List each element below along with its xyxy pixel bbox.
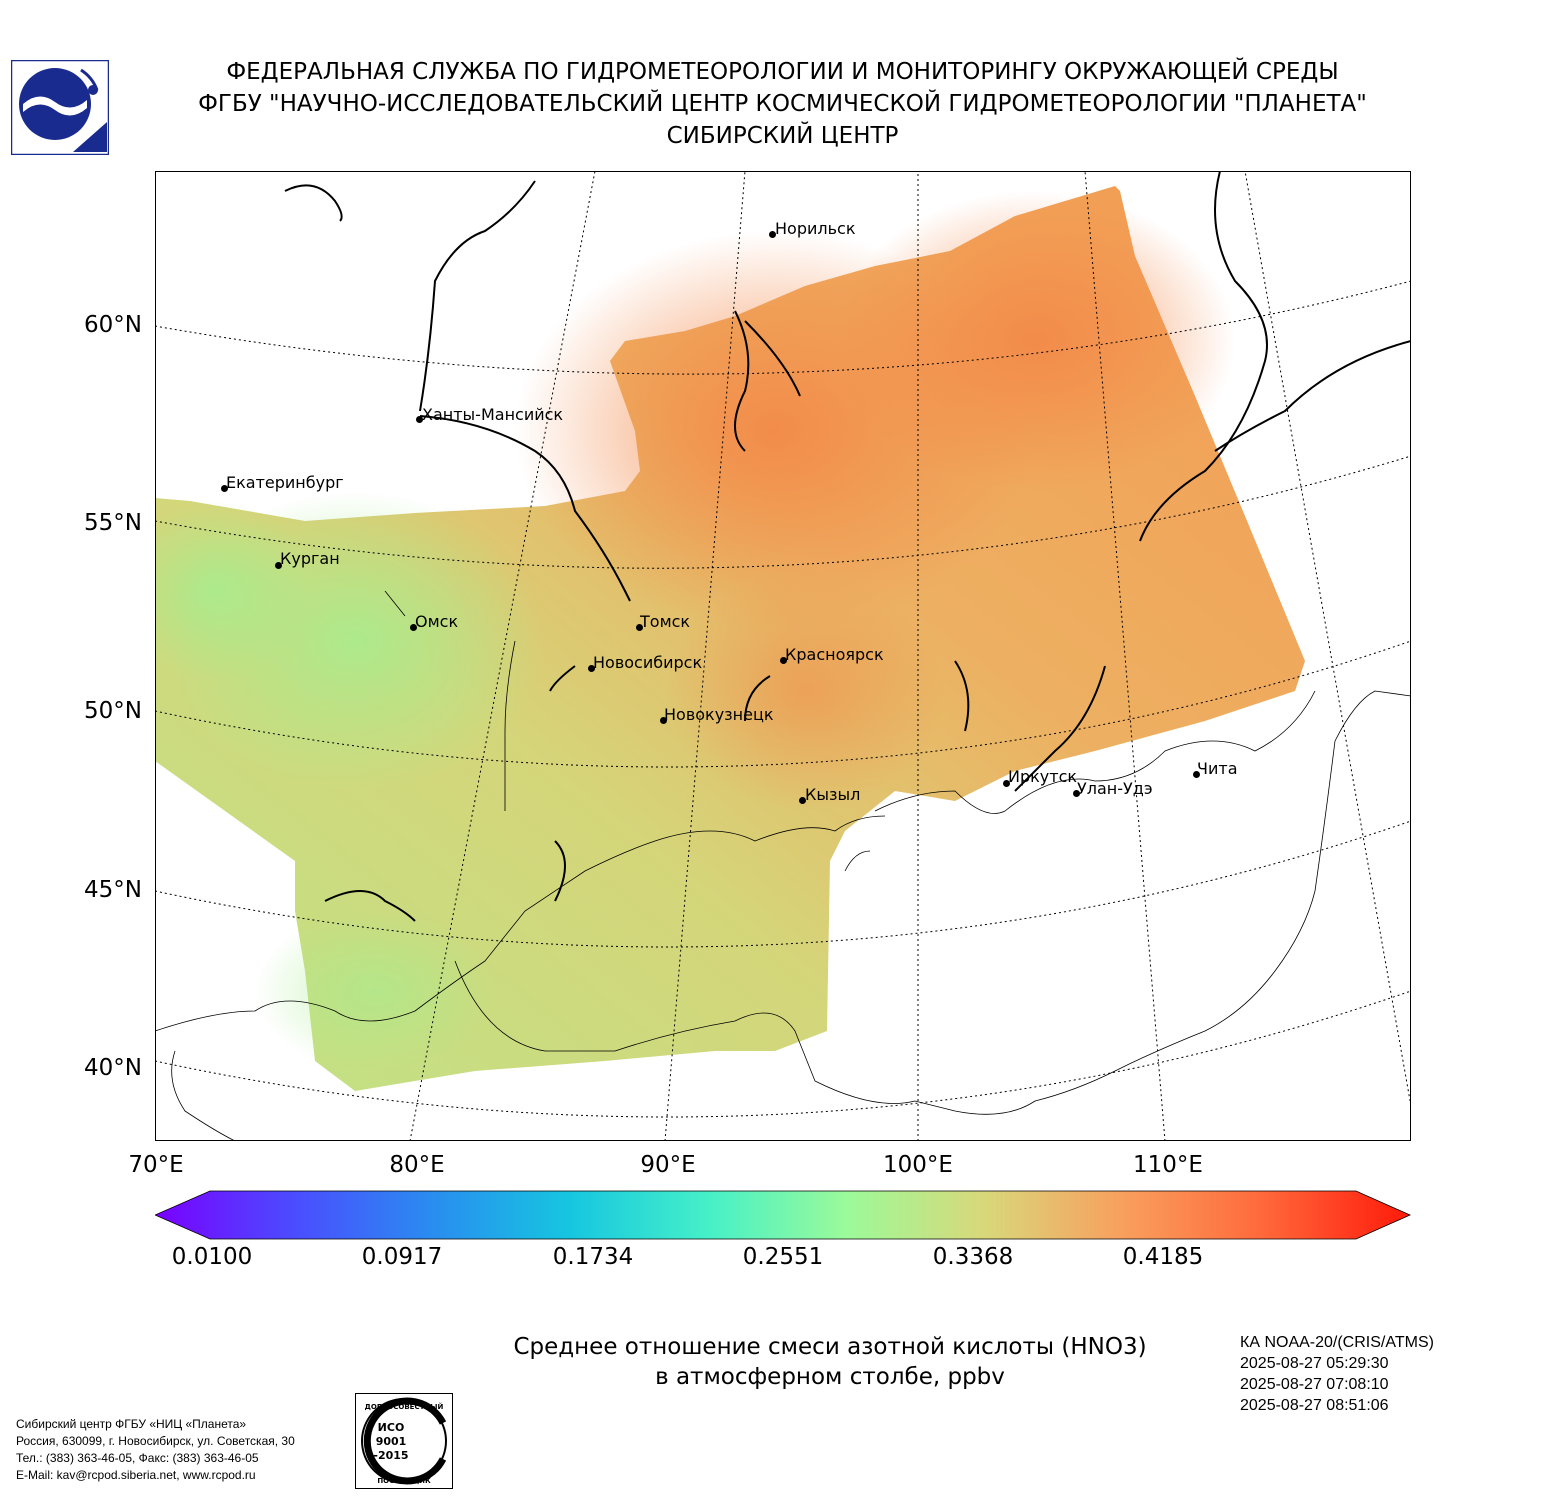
satellite-pass-1: 2025-08-27 05:29:30 [1240,1355,1389,1372]
lat-label-60: 60°N [84,312,142,338]
product-title: Среднее отношение смеси азотной кислоты … [330,1332,1330,1392]
lon-label-80: 80°E [389,1152,445,1178]
colorbar-tick-5: 0.4185 [1122,1244,1204,1270]
city-dot-omsk [410,624,417,631]
city-dot-yekaterinburg [221,485,228,492]
city-dot-tomsk [636,624,643,631]
lon-label-70: 70°E [128,1152,184,1178]
svg-text:ПОСТАВЩИК: ПОСТАВЩИК [377,1477,431,1485]
product-title-line-2: в атмосферном столбе, ppbv [655,1364,1005,1390]
satellite-name: КА NOAA-20/(CRIS/ATMS) [1240,1334,1434,1351]
colorbar-tick-2: 0.1734 [552,1244,634,1270]
city-dot-ulan-ude [1073,790,1080,797]
city-dot-chita [1193,771,1200,778]
city-label-yekaterinburg: Екатеринбург [226,473,344,492]
city-dot-novosibirsk [588,665,595,672]
satellite-info: КА NOAA-20/(CRIS/ATMS) 2025-08-27 05:29:… [1240,1332,1434,1416]
svg-text:-2015: -2015 [373,1449,408,1462]
contact-line-4: E-Mail: kav@rcpod.siberia.net, www.rcpod… [16,1468,256,1482]
map-frame [155,171,1411,1141]
satellite-pass-2: 2025-08-27 07:08:10 [1240,1376,1389,1393]
iso-badge: ДОБРОСОВЕСТНЫЙ ИСО 9001 -2015 ПОСТАВЩИК [355,1393,453,1489]
city-label-novosibirsk: Новосибирск [593,653,703,672]
lon-label-110: 110°E [1133,1152,1203,1178]
city-dot-kyzyl [799,797,806,804]
contact-info: Сибирский центр ФГБУ «НИЦ «Планета» Росс… [16,1416,295,1484]
colorbar [153,1190,1411,1240]
header-line-1: ФЕДЕРАЛЬНАЯ СЛУЖБА ПО ГИДРОМЕТЕОРОЛОГИИ … [226,59,1339,85]
contact-line-3: Тел.: (383) 363-46-05, Факс: (383) 363-4… [16,1451,259,1465]
city-label-novokuznetsk: Новокузнецк [664,705,774,724]
city-label-kurgan: Курган [280,549,340,568]
roshydromet-logo [10,59,110,156]
city-label-tomsk: Томск [640,612,691,631]
city-dot-novokuznetsk [660,717,667,724]
colorbar-tick-3: 0.2551 [742,1244,824,1270]
colorbar-tick-4: 0.3368 [932,1244,1014,1270]
city-label-norilsk: Норильск [775,219,856,238]
city-label-irkutsk: Иркутск [1008,767,1078,786]
lat-label-50: 50°N [84,698,142,724]
rivers [284,171,1411,922]
product-title-line-1: Среднее отношение смеси азотной кислоты … [513,1334,1147,1360]
header-line-3: СИБИРСКИЙ ЦЕНТР [666,123,899,149]
contact-line-1: Сибирский центр ФГБУ «НИЦ «Планета» [16,1417,247,1431]
lat-label-40: 40°N [84,1055,142,1081]
lat-label-55: 55°N [84,510,142,536]
city-label-kyzyl: Кызыл [805,785,861,804]
city-label-krasnoyarsk: Красноярск [785,645,884,664]
colorbar-tick-1: 0.0917 [361,1244,443,1270]
svg-text:ИСО: ИСО [378,1421,405,1434]
satellite-pass-3: 2025-08-27 08:51:06 [1240,1397,1389,1414]
city-label-chita: Чита [1197,759,1238,778]
city-label-ulan-ude: Улан-Удэ [1077,779,1153,798]
city-dot-irkutsk [1003,780,1010,787]
city-label-khanty-mansiysk: Ханты-Мансийск [422,405,564,424]
lat-label-45: 45°N [84,877,142,903]
city-label-omsk: Омск [415,612,459,631]
graticule [155,171,1411,1141]
contact-line-2: Россия, 630099, г. Новосибирск, ул. Сове… [16,1434,295,1448]
city-dot-krasnoyarsk [780,657,787,664]
map-canvas [155,171,1411,1141]
city-dot-norilsk [769,231,776,238]
lon-label-100: 100°E [883,1152,953,1178]
svg-text:9001: 9001 [376,1435,407,1448]
colorbar-tick-0: 0.0100 [171,1244,253,1270]
city-dot-khanty-mansiysk [416,416,423,423]
svg-text:ДОБРОСОВЕСТНЫЙ: ДОБРОСОВЕСТНЫЙ [365,1402,444,1411]
borders [155,590,1411,1141]
lon-label-90: 90°E [640,1152,696,1178]
city-dot-kurgan [275,562,282,569]
header-line-2: ФГБУ "НАУЧНО-ИССЛЕДОВАТЕЛЬСКИЙ ЦЕНТР КОС… [198,91,1367,117]
